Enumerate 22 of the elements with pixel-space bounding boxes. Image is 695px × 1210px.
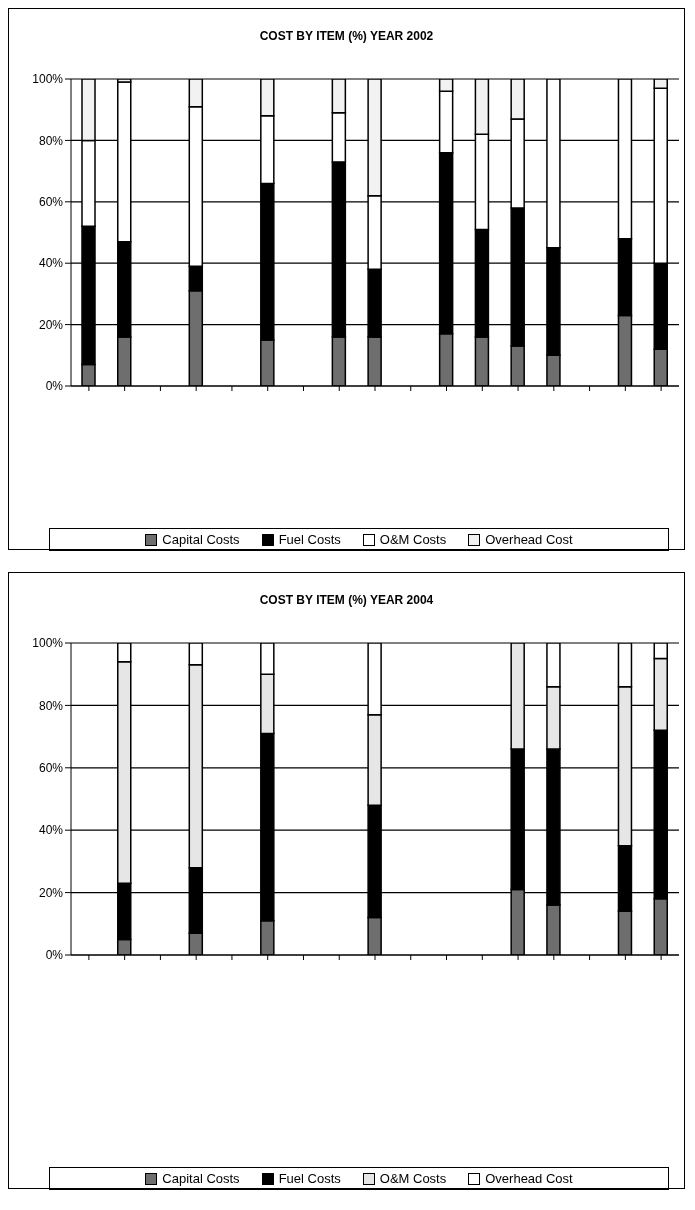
y-tick-label: 40%	[38, 256, 64, 271]
legend-label: Overhead Cost	[485, 532, 573, 547]
y-tick-label: 0%	[45, 379, 64, 394]
legend-label: Fuel Costs	[278, 1171, 341, 1186]
y-tick-label: 20%	[38, 317, 64, 332]
chart-title: COST BY ITEM (%) YEAR 2004	[258, 592, 435, 609]
legend-label: O&M Costs	[379, 1171, 447, 1186]
y-tick-label: 0%	[45, 948, 64, 963]
y-tick-label: 80%	[38, 133, 64, 148]
y-tick-label: 40%	[38, 823, 64, 838]
chart-title: COST BY ITEM (%) YEAR 2002	[258, 28, 435, 45]
y-tick-label: 100%	[32, 636, 64, 651]
legend-label: O&M Costs	[379, 532, 447, 547]
legend-label: Capital Costs	[162, 532, 240, 547]
y-tick-label: 20%	[38, 885, 64, 900]
y-tick-label: 80%	[38, 698, 64, 713]
y-tick-label: 100%	[32, 72, 64, 87]
legend-label: Capital Costs	[162, 1171, 240, 1186]
legend-label: Overhead Cost	[485, 1171, 573, 1186]
y-tick-label: 60%	[38, 195, 64, 210]
legend-label: Fuel Costs	[278, 532, 341, 547]
y-tick-label: 60%	[38, 761, 64, 776]
